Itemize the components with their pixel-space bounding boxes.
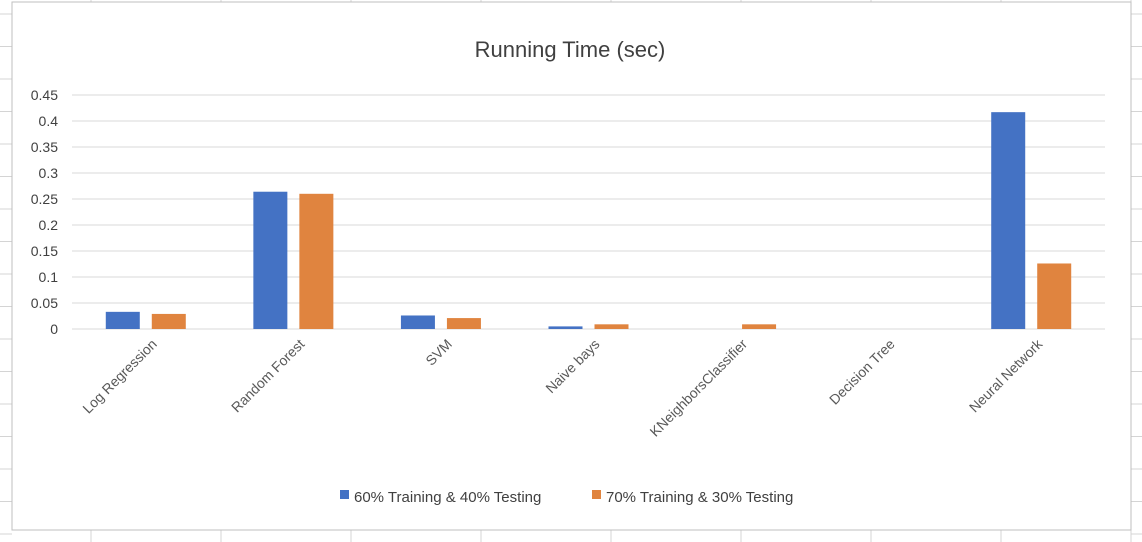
- bar-series-2[interactable]: [151, 313, 186, 329]
- y-tick-label: 0.45: [31, 87, 58, 103]
- bar-series-2[interactable]: [594, 324, 629, 329]
- y-tick-label: 0.1: [39, 269, 59, 285]
- y-tick-label: 0.2: [39, 217, 59, 233]
- bars: [105, 112, 1072, 329]
- bar-series-1[interactable]: [253, 191, 288, 329]
- chart-title: Running Time (sec): [475, 37, 666, 62]
- y-tick-label: 0: [50, 321, 58, 337]
- gridlines: [72, 94, 1105, 330]
- y-tick-label: 0.3: [39, 165, 59, 181]
- legend-swatch-series-1: [340, 490, 349, 499]
- bar-series-2[interactable]: [742, 324, 777, 329]
- chart-area[interactable]: [11, 1, 1132, 531]
- bar-series-2[interactable]: [1037, 263, 1072, 329]
- y-tick-label: 0.15: [31, 243, 58, 259]
- bar-series-2[interactable]: [446, 318, 481, 329]
- bar-series-1[interactable]: [400, 315, 435, 329]
- legend-label-series-1: 60% Training & 40% Testing: [354, 489, 541, 506]
- y-tick-label: 0.35: [31, 139, 58, 155]
- y-axis-ticks: 0 0.05 0.1 0.15 0.2 0.25 0.3 0.35 0.4 0.45: [31, 87, 58, 337]
- legend: 60% Training & 40% Testing 70% Training …: [340, 489, 793, 506]
- y-tick-label: 0.4: [39, 113, 59, 129]
- bar-series-1[interactable]: [105, 311, 140, 329]
- legend-swatch-series-2: [592, 490, 601, 499]
- y-tick-label: 0.25: [31, 191, 58, 207]
- bar-series-2[interactable]: [299, 193, 334, 329]
- bar-series-1[interactable]: [991, 112, 1026, 329]
- y-tick-label: 0.05: [31, 295, 58, 311]
- legend-label-series-2: 70% Training & 30% Testing: [606, 489, 793, 506]
- bar-series-1[interactable]: [548, 326, 583, 329]
